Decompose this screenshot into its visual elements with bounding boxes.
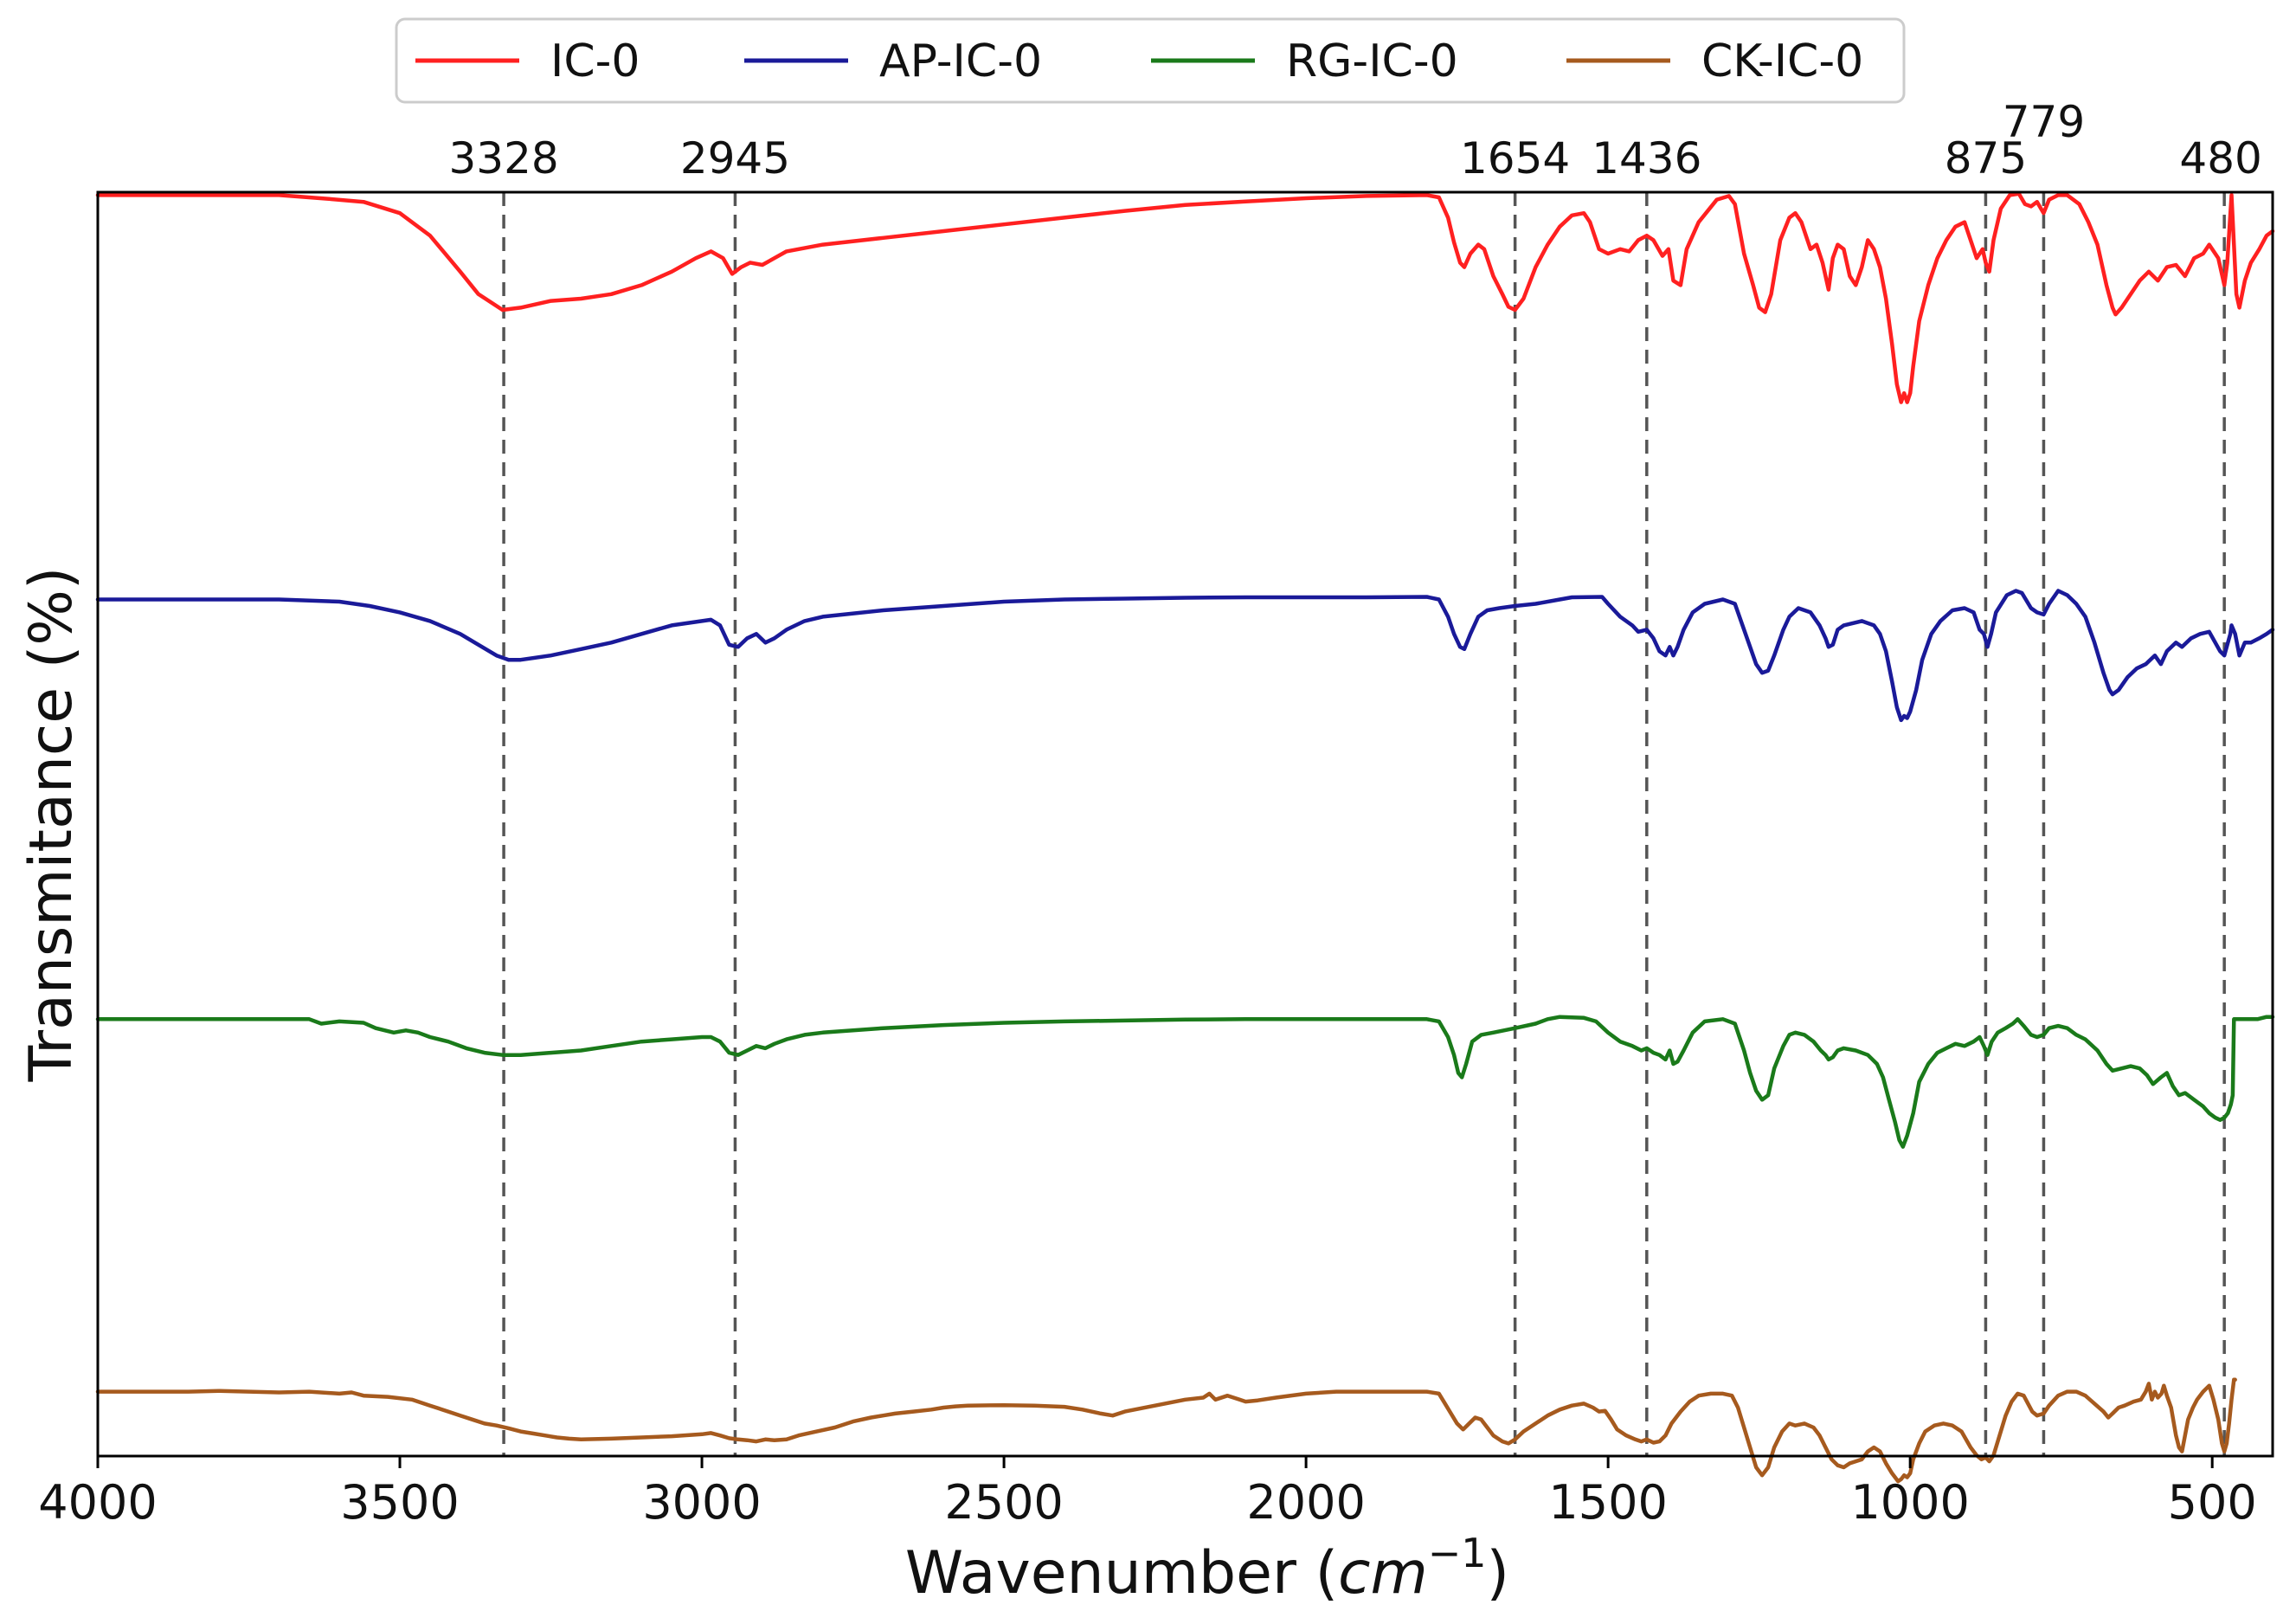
series-line-rg-ic-0	[95, 1015, 2275, 1149]
legend-label-rg-ic-0: RG-IC-0	[1286, 35, 1458, 87]
legend: IC-0 AP-IC-0 RG-IC-0 CK-IC-0	[395, 17, 1906, 104]
peak-label-1654: 1654	[1460, 133, 1570, 184]
x-axis-label-close: )	[1487, 1539, 1510, 1608]
x-tick-label-500: 500	[2168, 1475, 2257, 1530]
peak-label-3328: 3328	[448, 133, 558, 184]
x-tick-label-2500: 2500	[944, 1475, 1063, 1530]
x-axis-label-unit: cm	[1338, 1539, 1428, 1608]
legend-label-ck-ic-0: CK-IC-0	[1701, 35, 1863, 87]
spectra-series	[95, 191, 2275, 1484]
peak-label-1436: 1436	[1592, 133, 1701, 184]
legend-frame	[395, 17, 1906, 104]
x-axis-label-main: Wavenumber (	[905, 1539, 1338, 1608]
peak-label-2945: 2945	[680, 133, 790, 184]
plot-frame	[96, 190, 2274, 1458]
x-tick-label-2000: 2000	[1246, 1475, 1365, 1530]
series-line-ck-ic-0	[95, 1377, 2237, 1484]
peak-label-480: 480	[2179, 133, 2261, 184]
x-axis-ticks: 4000 3500 3000 2500 2000 1500 1000 500	[38, 1456, 2257, 1530]
x-tick-label-3000: 3000	[642, 1475, 761, 1530]
x-axis-label: Wavenumber (cm−1)	[905, 1530, 1509, 1608]
peak-label-779: 779	[2003, 97, 2085, 147]
x-tick-label-1500: 1500	[1548, 1475, 1667, 1530]
x-tick-label-4000: 4000	[38, 1475, 157, 1530]
series-line-ap-ic-0	[95, 589, 2275, 723]
y-axis-label: Transmitance (%)	[17, 567, 86, 1083]
x-tick-label-3500: 3500	[340, 1475, 459, 1530]
legend-label-ic-0: IC-0	[550, 35, 640, 87]
x-tick-label-1000: 1000	[1850, 1475, 1969, 1530]
legend-label-ap-ic-0: AP-IC-0	[879, 35, 1042, 87]
series-line-ic-0	[95, 191, 2275, 404]
peak-label-875: 875	[1945, 133, 2027, 184]
x-axis-label-exponent: −1	[1428, 1530, 1487, 1576]
